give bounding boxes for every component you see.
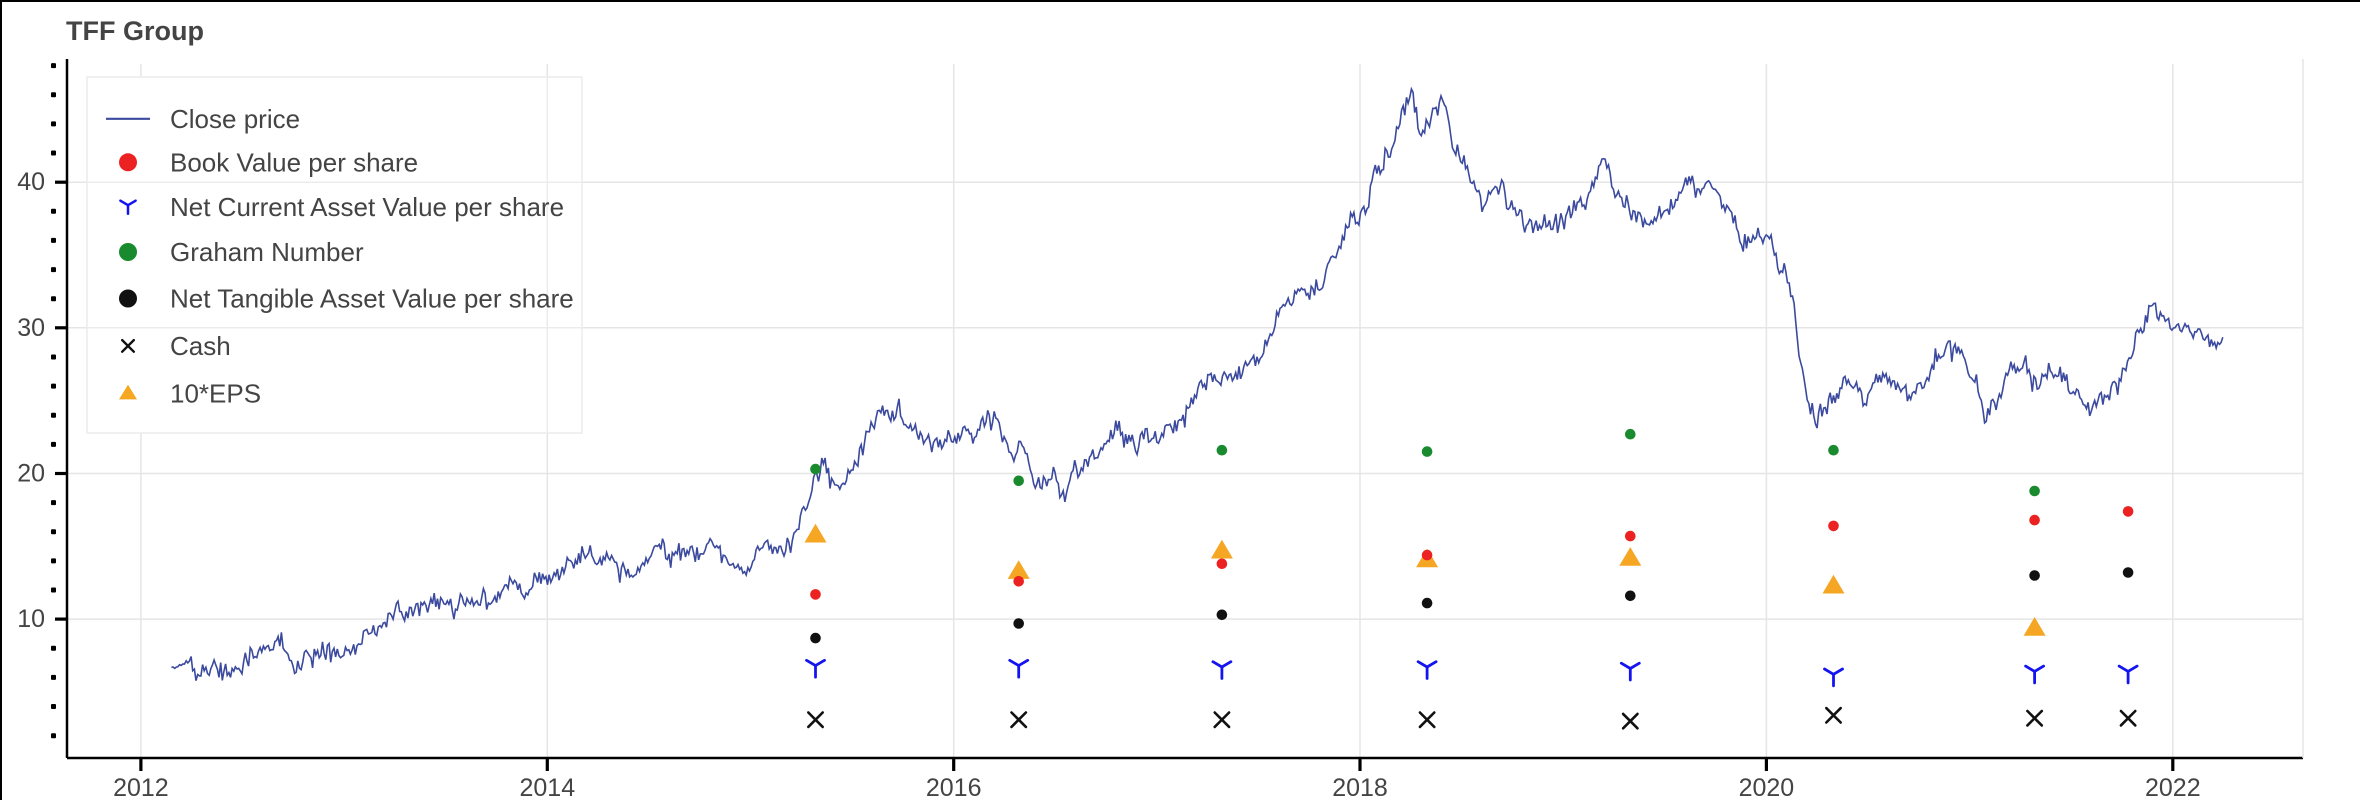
svg-text:Close price: Close price bbox=[170, 104, 300, 134]
svg-text:2012: 2012 bbox=[113, 774, 169, 802]
svg-text:40: 40 bbox=[17, 168, 45, 196]
svg-text:10*EPS: 10*EPS bbox=[170, 378, 261, 408]
svg-text:2020: 2020 bbox=[1739, 774, 1795, 802]
svg-text:Book Value per share: Book Value per share bbox=[170, 147, 418, 177]
svg-text:2022: 2022 bbox=[2145, 774, 2201, 802]
svg-text:Graham Number: Graham Number bbox=[170, 237, 364, 267]
svg-text:Net Current Asset Value per sh: Net Current Asset Value per share bbox=[170, 192, 564, 222]
svg-text:2014: 2014 bbox=[519, 774, 575, 802]
svg-text:2016: 2016 bbox=[926, 774, 982, 802]
svg-text:Cash: Cash bbox=[170, 331, 231, 361]
svg-text:Net Tangible Asset Value per s: Net Tangible Asset Value per share bbox=[170, 284, 574, 314]
svg-text:2018: 2018 bbox=[1332, 774, 1388, 802]
svg-text:10: 10 bbox=[17, 605, 45, 633]
svg-text:20: 20 bbox=[17, 460, 45, 488]
svg-text:30: 30 bbox=[17, 314, 45, 342]
